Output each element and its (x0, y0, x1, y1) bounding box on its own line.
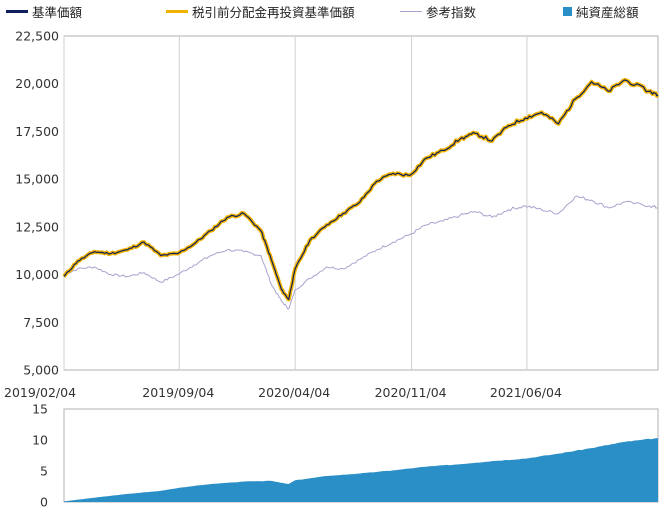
y-tick-label: 7,500 (23, 315, 59, 330)
main-grid (63, 35, 659, 371)
x-tick-label: 2019/09/04 (142, 385, 214, 400)
y-tick-label: 20,000 (15, 76, 59, 91)
legend-label-net-assets: 純資産総額 (576, 5, 639, 20)
legend: 基準価額 税引前分配金再投資基準価額 参考指数 純資産総額 (0, 0, 661, 20)
legend-swatch-nav (6, 10, 28, 13)
legend-swatch-net-assets (563, 7, 572, 16)
legend-item-reference-index: 参考指数 (400, 2, 476, 21)
sub-y-tick-label: 15 (32, 402, 48, 417)
legend-label-nav: 基準価額 (32, 5, 83, 20)
x-tick-label: 2021/06/04 (490, 385, 562, 400)
main-axes: 2019/02/04 2019/09/04 2020/04/04 2020/11/04… (4, 29, 562, 401)
sub-y-tick-label: 0 (40, 495, 48, 508)
legend-label-reference-index: 参考指数 (426, 5, 477, 20)
sub-plot (63, 408, 659, 503)
main-plot (62, 77, 659, 310)
legend-item-net-assets: 純資産総額 (563, 2, 639, 21)
y-tick-label: 5,000 (23, 363, 59, 378)
sub-y-tick-label: 5 (40, 464, 48, 479)
series-area-net-assets (64, 438, 658, 502)
legend-label-reinvested-nav: 税引前分配金再投資基準価額 (192, 5, 355, 20)
y-tick-label: 15,000 (15, 172, 59, 187)
x-tick-label: 2020/11/04 (375, 385, 447, 400)
series-line-nav (63, 79, 659, 300)
legend-swatch-reinvested-nav (166, 10, 188, 13)
y-tick-label: 12,500 (15, 219, 59, 234)
y-tick-label: 17,500 (15, 124, 59, 139)
series-line-reference-index (63, 195, 659, 310)
legend-item-reinvested-nav: 税引前分配金再投資基準価額 (166, 2, 355, 21)
series-line-reinvested-nav (62, 77, 659, 302)
y-tick-label: 10,000 (15, 267, 59, 282)
sub-y-tick-label: 10 (32, 433, 48, 448)
legend-swatch-reference-index (400, 10, 422, 13)
sub-axes: 0 5 10 15 (32, 402, 48, 508)
legend-item-nav: 基準価額 (6, 2, 82, 21)
y-tick-label: 22,500 (15, 29, 59, 44)
x-tick-label: 2020/04/04 (258, 385, 330, 400)
x-tick-label: 2019/02/04 (4, 385, 76, 400)
